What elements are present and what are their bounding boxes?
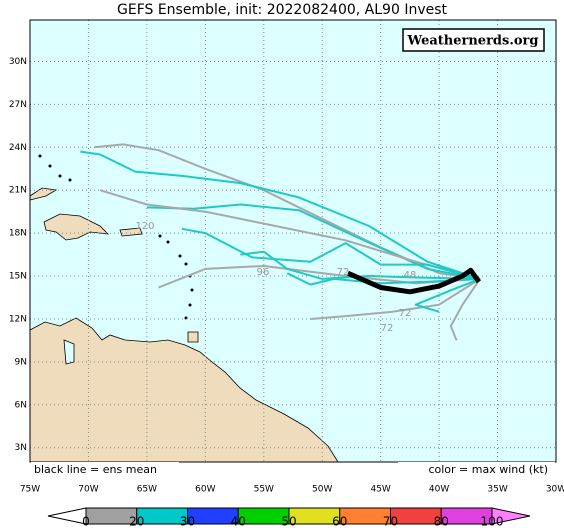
lat-tick-label: 3N [15, 443, 27, 453]
ensemble-track [286, 272, 481, 286]
lon-tick-label: 70W [78, 485, 98, 495]
note-box [31, 462, 179, 478]
note-box [398, 462, 555, 478]
ensemble-track [146, 203, 481, 280]
hour-label: 120 [135, 221, 154, 232]
lon-tick-label: 40W [429, 485, 449, 495]
lat-tick-label: 21N [9, 186, 27, 196]
lat-tick-label: 30N [9, 57, 27, 67]
ensemble-track [240, 250, 481, 280]
tracks: 120 96 72 72 48 72 [80, 143, 481, 341]
ensemble-track [80, 150, 481, 280]
land [29, 187, 339, 463]
color-note: color = max wind (kt) [428, 463, 548, 476]
lake [63, 339, 75, 365]
colorbar-under [47, 507, 87, 525]
title: GEFS Ensemble, init: 2022082400, AL90 In… [117, 2, 448, 18]
colorbar-segment [440, 507, 493, 525]
lat-tick-label: 24N [9, 143, 27, 153]
colorbar-label: 30 [180, 515, 195, 529]
watermark: Weathernerds.org [407, 34, 539, 49]
colorbar-label: 60 [332, 515, 347, 529]
mean-note: black line = ens mean [34, 463, 157, 476]
colorbar-label: 40 [231, 515, 246, 529]
lon-tick-label: 30W [546, 485, 564, 495]
south-america [29, 317, 339, 463]
ensemble-track [181, 227, 481, 280]
trinidad [187, 331, 199, 343]
hour-label: 96 [257, 267, 270, 278]
ensemble-track [310, 278, 481, 320]
lon-tick-label: 60W [195, 485, 215, 495]
colorbar-label: 0 [82, 515, 90, 529]
lon-tick-label: 35W [487, 485, 507, 495]
puerto-rico [119, 227, 143, 237]
ensemble-track [99, 189, 481, 280]
colorbar: 0 20 30 40 50 60 70 80 100 [47, 507, 531, 529]
hour-label: 72 [337, 267, 350, 278]
lat-tick-label: 15N [9, 272, 27, 282]
hour-label: 48 [404, 270, 417, 281]
lon-tick-label: 50W [312, 485, 332, 495]
colorbar-label: 100 [481, 515, 504, 529]
lon-tick-label: 45W [370, 485, 390, 495]
colorbar-label: 20 [129, 515, 144, 529]
lat-tick-label: 27N [9, 100, 27, 110]
ensemble-track [414, 277, 481, 313]
hispaniola [43, 213, 110, 241]
colorbar-label: 50 [281, 515, 296, 529]
mean-track [346, 267, 481, 295]
colorbar-label: 70 [383, 515, 398, 529]
lon-tick-label: 65W [137, 485, 157, 495]
lat-tick-label: 12N [9, 314, 27, 324]
lat-tick-label: 9N [15, 357, 27, 367]
colorbar-label: 80 [434, 515, 449, 529]
hour-label: 72 [399, 308, 412, 319]
lat-tick-label: 18N [9, 229, 27, 239]
hour-label: 72 [381, 323, 394, 334]
lon-tick-label: 75W [20, 485, 40, 495]
lon-tick-label: 55W [254, 485, 274, 495]
ensemble-track [449, 278, 481, 341]
map-frame [29, 19, 557, 463]
lat-tick-label: 6N [15, 400, 27, 410]
watermark-box [402, 28, 545, 52]
